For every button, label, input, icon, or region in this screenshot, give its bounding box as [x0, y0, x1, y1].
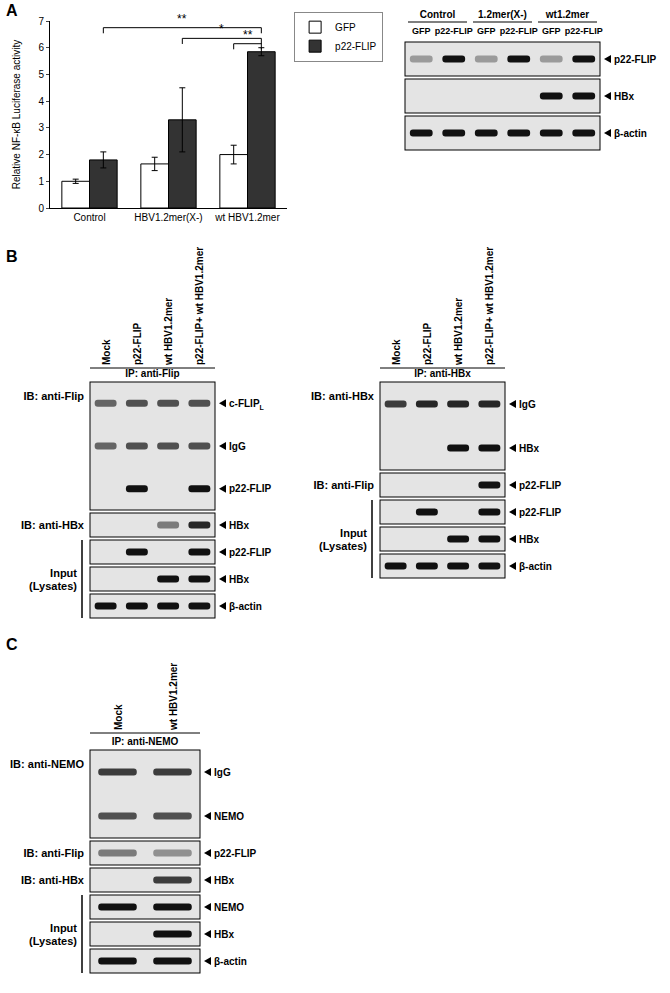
- svg-text:IB: anti-Flip: IB: anti-Flip: [24, 847, 85, 859]
- svg-text:IB: anti-Flip: IB: anti-Flip: [314, 479, 375, 491]
- svg-text:c-FLIPL: c-FLIPL: [229, 398, 265, 411]
- svg-text:HBx: HBx: [229, 520, 249, 531]
- svg-text:*: *: [219, 22, 224, 36]
- svg-text:p22-FLIP: p22-FLIP: [519, 507, 562, 518]
- svg-text:NEMO: NEMO: [214, 902, 244, 913]
- svg-text:IgG: IgG: [519, 399, 536, 410]
- svg-text:2: 2: [38, 149, 44, 160]
- svg-text:A: A: [6, 2, 18, 19]
- svg-text:p22-FLIP: p22-FLIP: [229, 483, 272, 494]
- svg-text:wt HBV1.2mer: wt HBV1.2mer: [163, 298, 174, 366]
- svg-text:IgG: IgG: [229, 441, 246, 452]
- svg-text:(Lysates): (Lysates): [29, 580, 77, 592]
- svg-text:Input: Input: [50, 922, 77, 934]
- svg-text:p22-FLIP: p22-FLIP: [422, 322, 433, 365]
- svg-text:IP: anti-Flip: IP: anti-Flip: [125, 368, 179, 379]
- svg-text:IB: anti-NEMO: IB: anti-NEMO: [10, 758, 84, 770]
- svg-text:HBV1.2mer(X-): HBV1.2mer(X-): [134, 212, 202, 223]
- svg-text:B: B: [6, 248, 18, 265]
- svg-text:IB: anti-HBx: IB: anti-HBx: [21, 519, 85, 531]
- svg-text:β-actin: β-actin: [519, 561, 552, 572]
- svg-text:p22-FLIP: p22-FLIP: [214, 848, 257, 859]
- svg-text:Mock: Mock: [101, 339, 112, 365]
- svg-text:(Lysates): (Lysates): [319, 540, 367, 552]
- svg-text:6: 6: [38, 42, 44, 53]
- svg-text:Control: Control: [73, 212, 105, 223]
- svg-text:GFP: GFP: [542, 26, 561, 36]
- svg-text:p22-FLIP: p22-FLIP: [335, 41, 376, 52]
- svg-text:Mock: Mock: [113, 704, 124, 730]
- svg-text:Input: Input: [50, 567, 77, 579]
- svg-text:4: 4: [38, 96, 44, 107]
- svg-text:HBx: HBx: [214, 875, 234, 886]
- svg-text:**: **: [177, 12, 187, 26]
- svg-text:wt HBV1.2mer: wt HBV1.2mer: [168, 663, 179, 731]
- svg-text:p22-FLIP: p22-FLIP: [565, 26, 603, 36]
- svg-text:NEMO: NEMO: [214, 811, 244, 822]
- svg-text:GFP: GFP: [412, 26, 431, 36]
- svg-text:GFP: GFP: [477, 26, 496, 36]
- svg-text:IP: anti-HBx: IP: anti-HBx: [414, 368, 471, 379]
- svg-text:3: 3: [38, 122, 44, 133]
- svg-text:HBx: HBx: [519, 534, 539, 545]
- svg-text:p22-FLIP: p22-FLIP: [435, 26, 473, 36]
- svg-text:(Lysates): (Lysates): [29, 935, 77, 947]
- svg-text:Control: Control: [420, 9, 456, 20]
- svg-text:0: 0: [38, 203, 44, 214]
- svg-text:7: 7: [38, 16, 44, 27]
- svg-text:1.2mer(X-): 1.2mer(X-): [478, 9, 527, 20]
- svg-text:IB: anti-HBx: IB: anti-HBx: [311, 390, 375, 402]
- svg-text:p22-FLIP+ wt HBV1.2mer: p22-FLIP+ wt HBV1.2mer: [194, 247, 205, 365]
- svg-text:HBx: HBx: [614, 91, 634, 102]
- svg-text:β-actin: β-actin: [614, 128, 647, 139]
- svg-text:IP: anti-NEMO: IP: anti-NEMO: [112, 736, 179, 747]
- svg-text:p22-FLIP: p22-FLIP: [229, 547, 272, 558]
- svg-text:Input: Input: [340, 527, 367, 539]
- svg-text:5: 5: [38, 69, 44, 80]
- svg-text:β-actin: β-actin: [229, 601, 262, 612]
- svg-text:wt HBV1.2mer: wt HBV1.2mer: [214, 212, 280, 223]
- svg-text:wt1.2mer: wt1.2mer: [545, 9, 589, 20]
- svg-text:IgG: IgG: [214, 767, 231, 778]
- svg-text:HBx: HBx: [229, 574, 249, 585]
- svg-text:p22-FLIP+ wt HBV1.2mer: p22-FLIP+ wt HBV1.2mer: [484, 247, 495, 365]
- svg-text:HBx: HBx: [214, 929, 234, 940]
- svg-text:p22-FLIP: p22-FLIP: [519, 480, 562, 491]
- svg-text:GFP: GFP: [335, 22, 356, 33]
- svg-text:p22-FLIP: p22-FLIP: [132, 322, 143, 365]
- svg-text:p22-FLIP: p22-FLIP: [614, 54, 657, 65]
- svg-text:HBx: HBx: [519, 443, 539, 454]
- svg-text:IB: anti-Flip: IB: anti-Flip: [24, 390, 85, 402]
- svg-text:β-actin: β-actin: [214, 956, 247, 967]
- svg-text:1: 1: [38, 176, 44, 187]
- svg-text:Relative NF-κB Luciferase acti: Relative NF-κB Luciferase activity: [11, 40, 22, 190]
- svg-text:p22-FLIP: p22-FLIP: [500, 26, 538, 36]
- svg-text:IB: anti-HBx: IB: anti-HBx: [21, 874, 85, 886]
- svg-text:Mock: Mock: [391, 339, 402, 365]
- svg-text:**: **: [243, 28, 253, 42]
- svg-text:wt HBV1.2mer: wt HBV1.2mer: [453, 298, 464, 366]
- svg-text:C: C: [6, 636, 18, 653]
